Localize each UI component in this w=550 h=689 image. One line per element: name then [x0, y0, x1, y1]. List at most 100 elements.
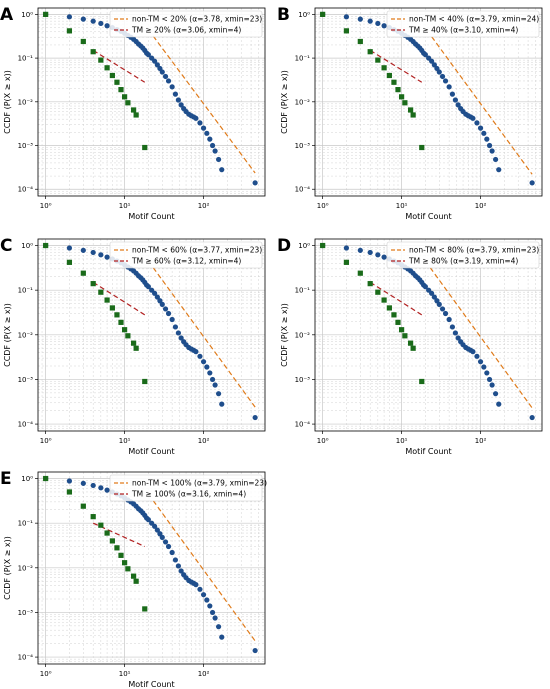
non-tm-point: [175, 330, 181, 336]
non-tm-point: [209, 376, 216, 383]
non-tm-point: [455, 335, 461, 341]
non-tm-point: [422, 284, 428, 290]
tm-point: [114, 79, 120, 85]
tm-point: [122, 560, 128, 566]
non-tm-point: [209, 609, 216, 616]
non-tm-point: [484, 370, 490, 376]
non-tm-point: [162, 539, 169, 545]
y-tick-label: 10⁻¹: [295, 287, 311, 295]
tm-point: [122, 94, 128, 100]
tm-point: [399, 327, 405, 333]
x-tick-label: 10¹: [119, 202, 131, 210]
y-tick-label: 10⁻¹: [18, 55, 34, 63]
chart-panel-d: 10⁰ 10¹ 10² 10⁰ 10⁻¹ 10⁻² 10⁻³ 10⁻⁴ Motif Count C…: [277, 236, 543, 456]
non-tm-point: [481, 130, 487, 136]
x-tick-label: 10⁰: [317, 202, 329, 210]
non-tm-point: [80, 480, 86, 486]
non-tm-point: [152, 290, 158, 296]
legend-label-non-tm: non-TM < 40% (α=3.79, xmin=24): [409, 15, 539, 24]
y-tick-label: 10⁻²: [295, 331, 311, 339]
y-tick-label: 10⁻³: [18, 142, 34, 150]
tm-point: [410, 112, 416, 118]
non-tm-point: [381, 254, 387, 260]
tm-point: [408, 107, 414, 113]
y-axis-label: CCDF (P(X ≥ x)): [3, 536, 12, 600]
tm-point: [118, 319, 124, 325]
non-tm-point: [145, 284, 151, 290]
non-tm-point: [159, 69, 165, 75]
panel-label: C: [0, 236, 12, 256]
non-tm-point: [212, 382, 218, 388]
y-tick-label: 10⁻⁴: [18, 421, 34, 429]
legend-box: [109, 474, 263, 502]
non-tm-point: [66, 245, 73, 251]
y-tick-label: 10⁰: [298, 11, 310, 19]
panel-label: B: [277, 5, 290, 25]
non-tm-point: [439, 306, 446, 312]
legend-label-non-tm: non-TM < 100% (α=3.79, xmin=23): [132, 479, 267, 488]
non-tm-point: [169, 549, 175, 556]
non-tm-point: [204, 597, 210, 603]
non-tm-point: [470, 349, 476, 355]
non-tm-point: [193, 582, 199, 588]
grid: [38, 8, 265, 196]
non-tm-point: [98, 252, 104, 258]
tm-fit-line: [369, 281, 423, 316]
y-axis-label: CCDF (P(X ≥ x)): [3, 303, 12, 367]
legend: non-TM < 20% (α=3.78, xmin=23) TM ≥ 20% (…: [109, 10, 262, 38]
panel-label: A: [0, 5, 14, 25]
x-tick-label: 10⁰: [40, 437, 52, 445]
tm-point: [131, 107, 137, 113]
tm-fit-line: [369, 49, 423, 83]
non-tm-point: [367, 18, 373, 24]
non-tm-point: [492, 156, 499, 163]
legend-label-tm: TM ≥ 40% (α=3.10, xmin=4): [408, 26, 518, 35]
tm-point: [320, 242, 326, 249]
non-tm-point: [104, 254, 110, 260]
y-tick-label: 10⁰: [21, 11, 33, 19]
tm-point: [43, 475, 49, 482]
non-tm-point: [90, 482, 96, 489]
tm-point: [410, 345, 416, 351]
legend: non-TM < 80% (α=3.79, xmin=23) TM ≥ 80% (…: [386, 241, 539, 269]
tm-point: [367, 281, 373, 287]
non-tm-point: [159, 301, 165, 307]
y-axis-label: CCDF (P(X ≥ x)): [280, 303, 289, 367]
tm-point: [399, 94, 405, 100]
non-tm-point: [474, 120, 480, 126]
y-tick-label: 10⁻²: [18, 331, 34, 339]
legend-label-tm: TM ≥ 60% (α=3.12, xmin=4): [131, 257, 241, 266]
non-tm-point: [200, 125, 207, 131]
non-tm-point: [446, 84, 452, 90]
x-tick-label: 10²: [475, 437, 487, 445]
tm-point: [66, 489, 73, 495]
y-tick-label: 10⁻¹: [18, 287, 34, 295]
tm-point: [104, 297, 110, 303]
x-tick-label: 10²: [475, 202, 487, 210]
non-tm-point: [252, 180, 258, 186]
tm-fit-line: [92, 281, 146, 316]
legend-box: [386, 10, 540, 38]
x-tick-label: 10²: [198, 670, 210, 678]
non-tm-point: [145, 517, 151, 523]
non-tm-point: [486, 142, 493, 149]
non-tm-point: [204, 364, 210, 370]
non-tm-point: [154, 294, 160, 300]
non-tm-point: [252, 647, 258, 654]
non-tm-point: [449, 324, 456, 330]
y-tick-label: 10⁰: [21, 475, 33, 483]
non-tm-point: [215, 391, 222, 397]
chart-panel-b: 10⁰ 10¹ 10² 10⁰ 10⁻¹ 10⁻² 10⁻³ 10⁻⁴ Motif Count C…: [277, 5, 543, 221]
tm-fit-line: [92, 49, 146, 83]
legend-label-non-tm: non-TM < 80% (α=3.79, xmin=23): [409, 246, 539, 255]
non-tm-point: [90, 249, 96, 256]
non-tm-point: [169, 84, 175, 90]
non-tm-point: [357, 247, 363, 253]
non-tm-point: [343, 245, 350, 251]
tm-point: [114, 545, 120, 551]
tm-point: [66, 259, 73, 265]
tm-point: [80, 38, 86, 45]
tm-point: [391, 79, 397, 85]
legend: non-TM < 100% (α=3.79, xmin=23) TM ≥ 100%…: [109, 474, 267, 502]
non-tm-point: [162, 73, 169, 80]
